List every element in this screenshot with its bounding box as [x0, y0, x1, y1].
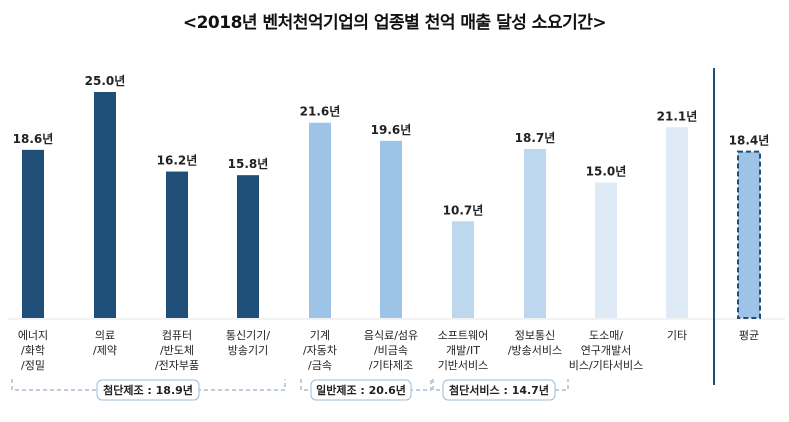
bar: [524, 148, 546, 318]
group-label: 일반제조 : 20.6년: [316, 383, 406, 397]
bar: [94, 92, 116, 318]
category-label: 음식료/섬유: [364, 329, 418, 342]
bar: [666, 127, 688, 318]
group-label-box: [96, 379, 200, 401]
category-label: 방송기기: [228, 344, 268, 357]
category-label: 소프트웨어: [438, 329, 489, 342]
group-label: 첨단제조 : 18.9년: [103, 383, 193, 397]
category-label: 정보통신: [515, 329, 555, 342]
value-label: 15.8년: [228, 157, 269, 171]
value-label: 25.0년: [85, 74, 126, 88]
bar: [595, 182, 617, 318]
value-label: 18.7년: [515, 131, 556, 145]
value-label: 21.6년: [300, 105, 341, 119]
group-label-box: [310, 379, 412, 401]
category-label: 의료: [95, 329, 115, 342]
category-label: 비스/기타서비스: [569, 359, 644, 372]
category-label: /기타제조: [369, 359, 413, 372]
category-label: 통신기기/: [226, 329, 270, 342]
average-bar: [737, 150, 761, 319]
category-label: 기타: [667, 329, 687, 342]
category-label: /반도체: [160, 344, 194, 357]
category-label: 기반서비스: [438, 359, 489, 372]
value-label: 18.4년: [729, 134, 770, 148]
value-label: 15.0년: [586, 164, 627, 178]
category-label: /비금속: [374, 344, 408, 357]
category-label: /전자부품: [155, 359, 199, 372]
category-label: 도소매/: [589, 329, 623, 342]
category-label: 기계: [310, 329, 330, 342]
group-label-box: [442, 379, 556, 401]
value-label: 21.1년: [657, 109, 698, 123]
value-label: 10.7년: [443, 203, 484, 217]
category-label: 에너지: [18, 329, 48, 342]
category-label: /제약: [93, 343, 117, 357]
category-label: 개발/IT: [446, 344, 480, 357]
chart-title: <2018년 벤처천억기업의 업종별 천억 매출 달성 소요기간>: [182, 13, 607, 33]
value-label: 19.6년: [371, 123, 412, 137]
category-label: /방송서비스: [508, 344, 562, 357]
value-label: 18.6년: [13, 132, 54, 146]
category-label: /자동차: [303, 344, 337, 357]
category-label: 컴퓨터: [162, 329, 192, 342]
category-label: 평균: [739, 329, 759, 342]
category-label: /화학: [21, 344, 45, 357]
value-label: 16.2년: [157, 154, 198, 168]
bar: [380, 140, 402, 318]
category-label: 연구개발서: [581, 344, 632, 357]
bar: [166, 171, 188, 318]
group-label: 첨단서비스 : 14.7년: [449, 383, 549, 397]
category-label: /금속: [308, 359, 332, 372]
bar: [452, 221, 474, 318]
bar: [309, 122, 331, 319]
bar: [237, 175, 259, 318]
category-label: /정밀: [21, 359, 45, 372]
bar: [22, 149, 44, 318]
